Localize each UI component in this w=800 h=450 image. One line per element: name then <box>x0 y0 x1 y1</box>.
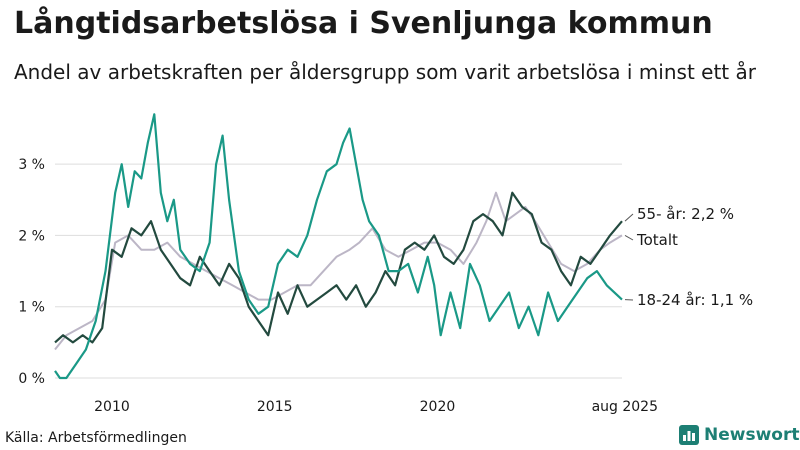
source-note: Källa: Arbetsförmedlingen <box>5 430 187 446</box>
bar-chart-logo-icon <box>679 425 699 445</box>
label-layer: 55- år: 2,2 % Totalt 18-24 år: 1,1 % <box>624 205 753 309</box>
end-label-leader <box>624 213 634 222</box>
y-tick-label: 1 % <box>18 300 45 316</box>
grid-layer: 0 % 1 % 2 % 3 % 2010 2015 2020 aug 2025 <box>18 157 658 415</box>
x-tick-label: 2010 <box>94 399 130 415</box>
y-tick-label: 0 % <box>18 371 45 387</box>
series-line-youth <box>54 113 623 380</box>
y-tick-label: 3 % <box>18 157 45 173</box>
x-tick-label: 2015 <box>257 399 293 415</box>
end-label-total: Totalt <box>636 231 678 249</box>
x-tick-label: 2020 <box>420 399 456 415</box>
end-label-s55: 55- år: 2,2 % <box>637 205 734 223</box>
series-layer <box>54 113 623 380</box>
y-tick-label: 2 % <box>18 228 45 244</box>
series-line-total <box>54 191 623 351</box>
page-subtitle: Andel av arbetskraften per åldersgrupp s… <box>14 60 756 84</box>
x-tick-label: aug 2025 <box>592 399 658 415</box>
page-title: Långtidsarbetslösa i Svenljunga kommun <box>14 6 713 41</box>
brand-logo: Newsworthy <box>679 425 800 445</box>
series-line-s55 <box>54 191 623 344</box>
end-label-youth: 18-24 år: 1,1 % <box>637 291 753 309</box>
end-label-leader <box>624 235 634 241</box>
brand-name: Newsworthy <box>704 425 800 445</box>
